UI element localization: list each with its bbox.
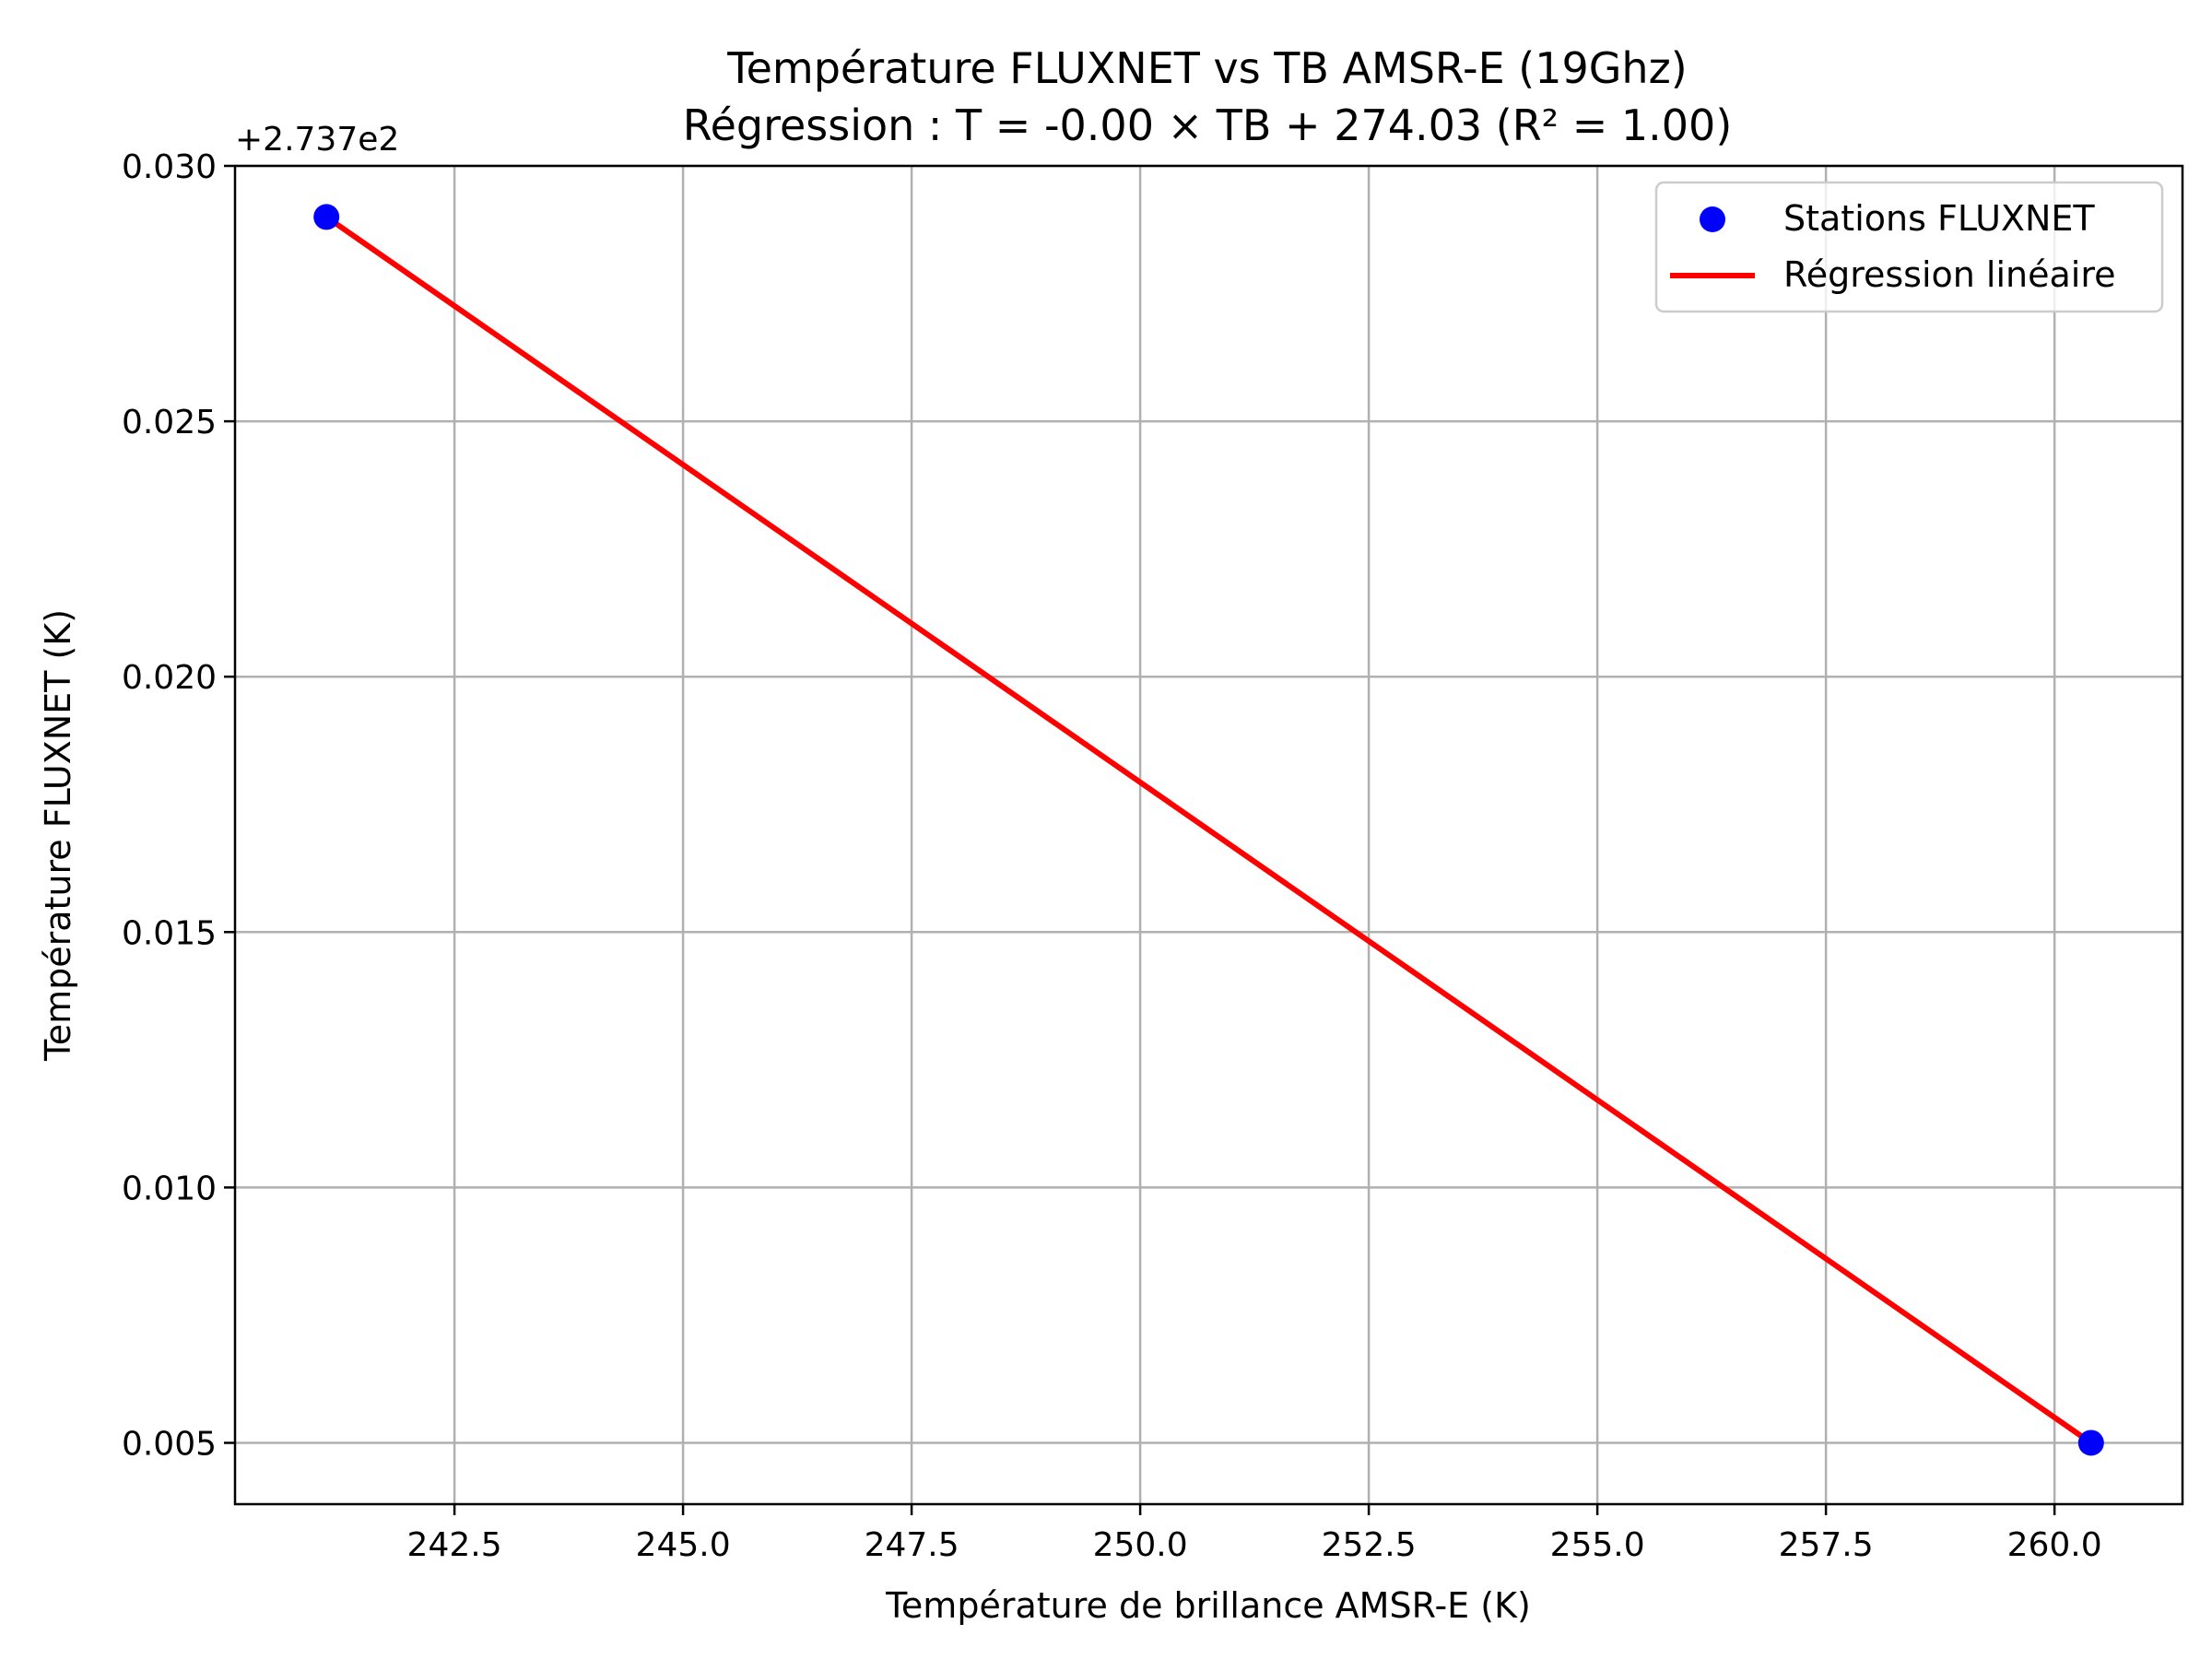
y-tick-label: 0.020: [122, 659, 217, 697]
legend-box: [1654, 181, 2164, 313]
data-marks: [313, 204, 2104, 1456]
y-tick-label: 0.015: [122, 914, 217, 952]
x-axis-label: Température de brillance AMSR-E (K): [885, 1585, 1531, 1626]
y-tick-label: 0.005: [122, 1425, 217, 1463]
legend-scatter-marker: [1700, 206, 1725, 232]
y-tick-label: 0.010: [122, 1170, 217, 1207]
y-tick-label: 0.030: [122, 148, 217, 186]
x-tick-label: 260.0: [2007, 1526, 2102, 1564]
ticks: 242.5 245.0 247.5 250.0 252.5 255.0 257.5 260.0…: [122, 148, 2102, 1564]
x-tick-label: 242.5: [407, 1526, 502, 1564]
legend-label-line: Régression linéaire: [1783, 254, 2116, 295]
chart-title: Température FLUXNET vs TB AMSR-E (19Ghz): [726, 43, 1687, 93]
plot-frame: [233, 164, 2184, 1506]
x-tick-label: 245.0: [636, 1526, 731, 1564]
x-tick-label: 257.5: [1779, 1526, 1874, 1564]
chart-subtitle: Régression : T = -0.00 × TB + 274.03 (R²…: [683, 100, 1733, 150]
y-tick-label: 0.025: [122, 404, 217, 441]
x-tick-label: 255.0: [1550, 1526, 1645, 1564]
station-point: [2077, 1430, 2104, 1456]
x-tick-label: 247.5: [865, 1526, 959, 1564]
regression-line: [324, 214, 2093, 1445]
y-axis-label: Température FLUXNET (K): [38, 609, 78, 1062]
station-point: [313, 204, 340, 230]
x-tick-label: 250.0: [1093, 1526, 1188, 1564]
y-axis-offset-label: +2.737e2: [235, 121, 399, 159]
legend: Stations FLUXNET Régression linéaire: [1654, 181, 2164, 313]
x-tick-label: 252.5: [1322, 1526, 1417, 1564]
legend-label-scatter: Stations FLUXNET: [1783, 198, 2095, 239]
